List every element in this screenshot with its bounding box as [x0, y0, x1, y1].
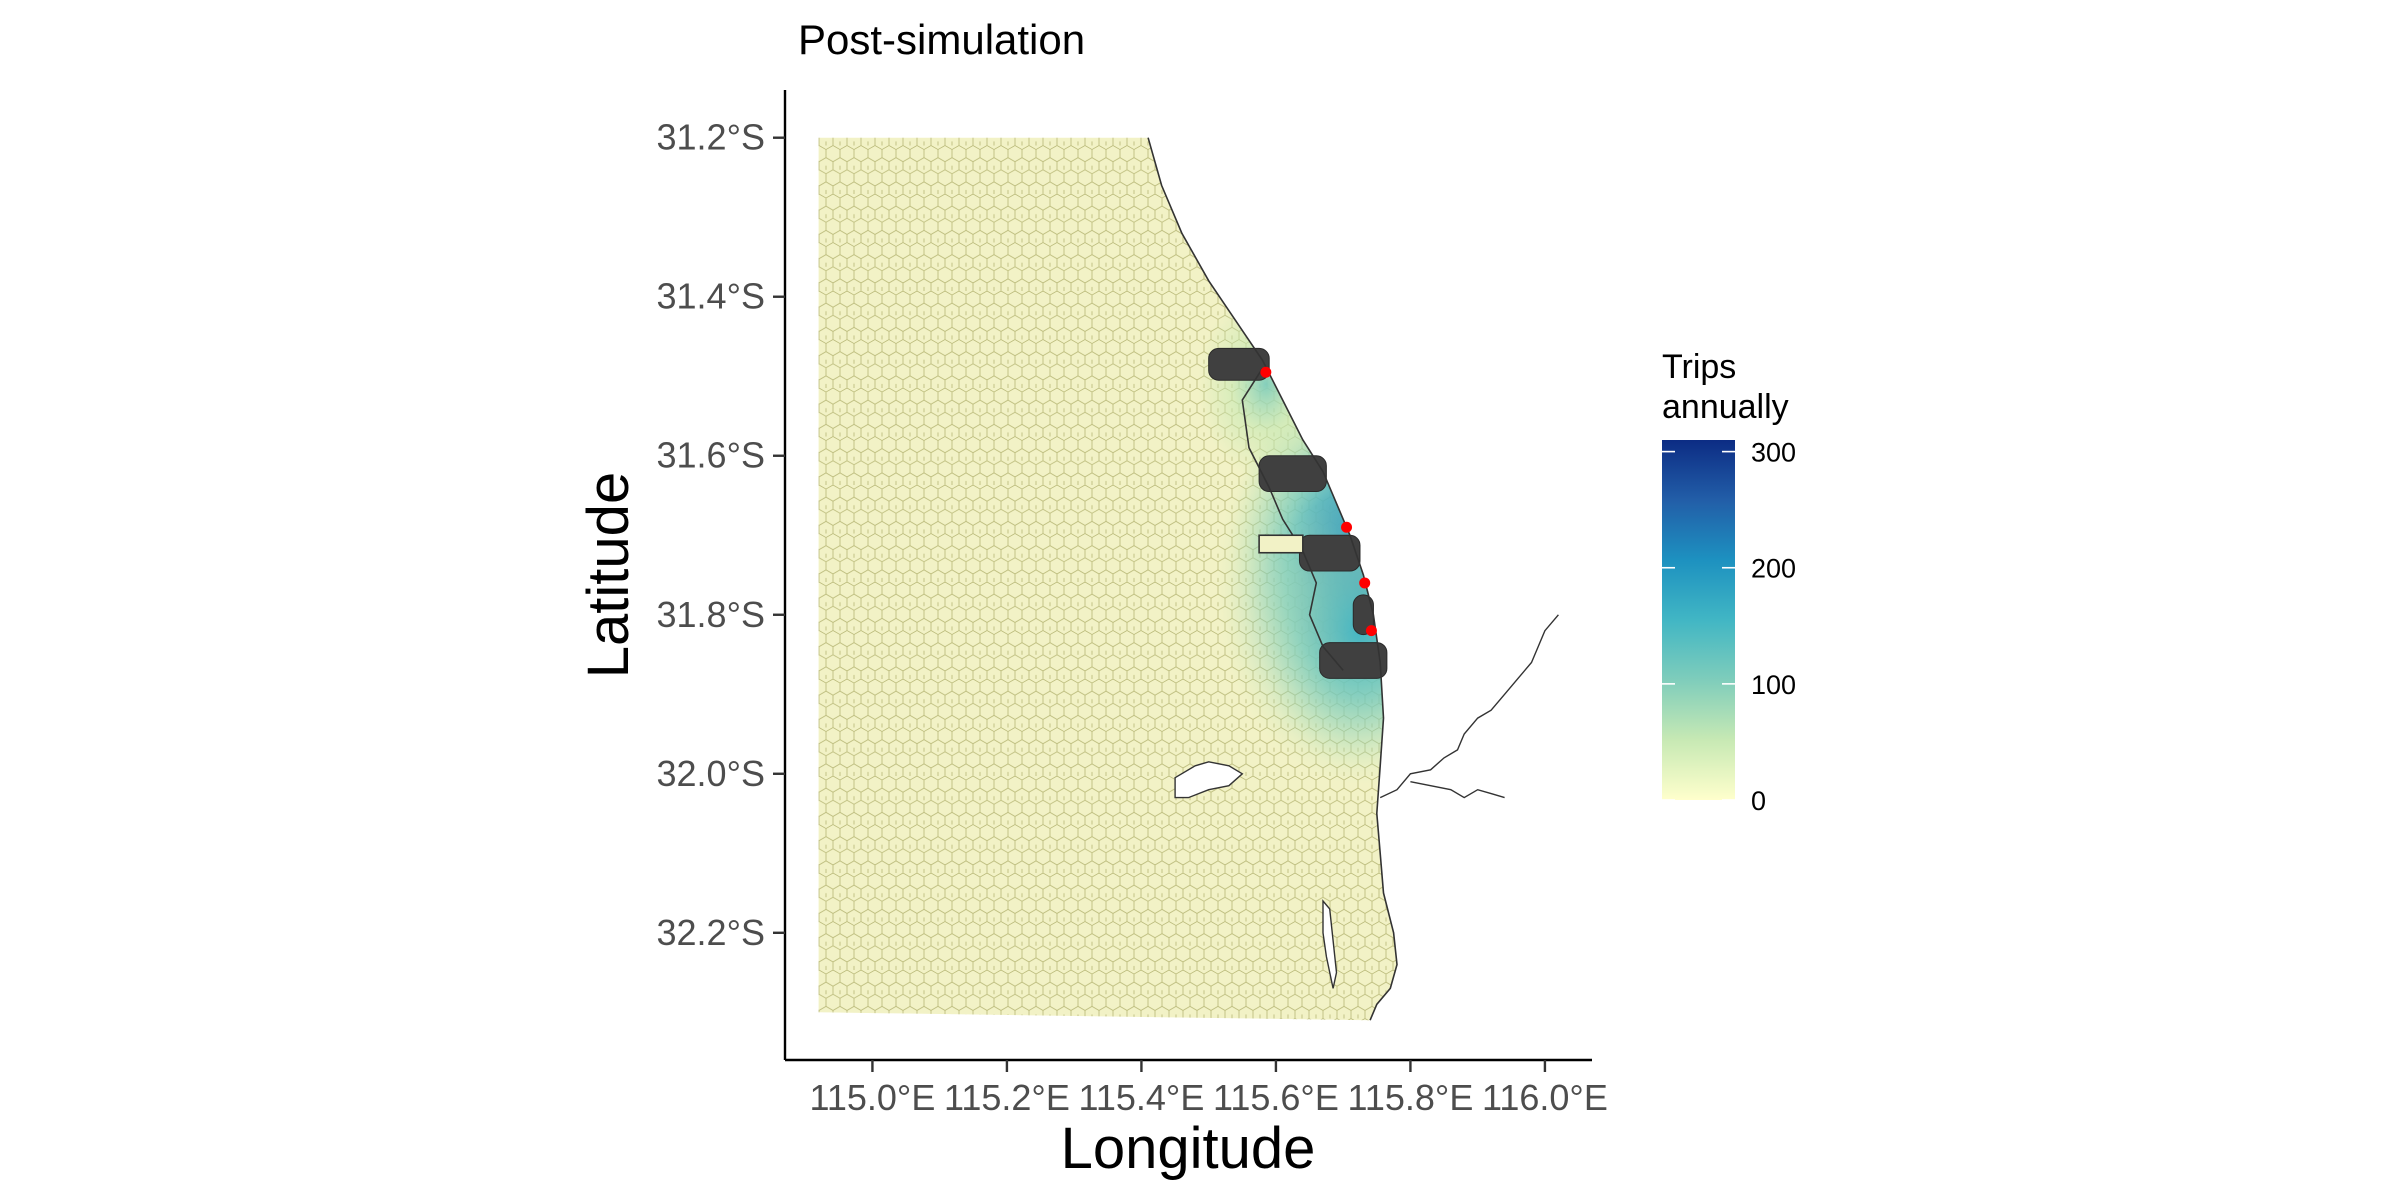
- legend: Trips annually 0 100 200 300: [1662, 348, 1796, 816]
- y-tick-label-2: 31.6°S: [657, 435, 765, 476]
- x-tick-label-4: 115.8°E: [1348, 1077, 1474, 1118]
- y-tick-label-0: 31.2°S: [657, 117, 765, 158]
- boat-ramp-2: [1359, 577, 1371, 589]
- excluded-zones: [1208, 347, 1388, 679]
- x-axis: 115.0°E 115.2°E 115.4°E 115.6°E 115.8°E 116.0…: [785, 1058, 1608, 1118]
- boundary-box: [1258, 534, 1304, 554]
- y-tick-label-1: 31.4°S: [657, 276, 765, 317]
- y-tick-label-3: 31.8°S: [657, 594, 765, 635]
- coastline: [1147, 137, 1398, 1021]
- excluded-zone-1: [1258, 455, 1327, 493]
- plot-title: Post-simulation: [798, 16, 1085, 63]
- excluded-zone-0: [1208, 347, 1270, 381]
- legend-title-line-1: Trips: [1662, 348, 1736, 386]
- legend-tick-label-0: 0: [1751, 786, 1766, 816]
- hotspot-3: [1197, 288, 1334, 480]
- river-outline: [1379, 614, 1559, 799]
- boat-ramp-0: [1260, 366, 1272, 378]
- map-panel: [818, 137, 1559, 1021]
- y-axis-title: Latitude: [576, 472, 641, 678]
- boat-ramps: [1260, 366, 1377, 637]
- x-tick-label-1: 115.2°E: [944, 1077, 1070, 1118]
- boat-ramp-1: [1341, 521, 1353, 533]
- legend-tick-label-1: 100: [1751, 670, 1796, 700]
- y-tick-label-4: 32.0°S: [657, 753, 765, 794]
- x-tick-label-5: 116.0°E: [1482, 1077, 1608, 1118]
- legend-tick-label-2: 200: [1751, 554, 1796, 584]
- x-tick-label-3: 115.6°E: [1213, 1077, 1339, 1118]
- island-outline: [1174, 761, 1244, 799]
- x-tick-label-0: 115.0°E: [810, 1077, 936, 1118]
- excluded-zone-4: [1319, 642, 1388, 679]
- legend-title-line-2: annually: [1662, 388, 1789, 426]
- y-axis: 31.2°S 31.4°S 31.6°S 31.8°S 32.0°S 32.2°S: [657, 90, 787, 1060]
- boat-ramp-3: [1365, 625, 1377, 637]
- x-tick-label-2: 115.4°E: [1079, 1077, 1205, 1118]
- y-tick-label-5: 32.2°S: [657, 912, 765, 953]
- x-axis-title: Longitude: [1061, 1116, 1316, 1181]
- island-outline-south: [1322, 899, 1338, 989]
- legend-colorbar: [1662, 440, 1735, 800]
- legend-tick-label-3: 300: [1751, 438, 1796, 468]
